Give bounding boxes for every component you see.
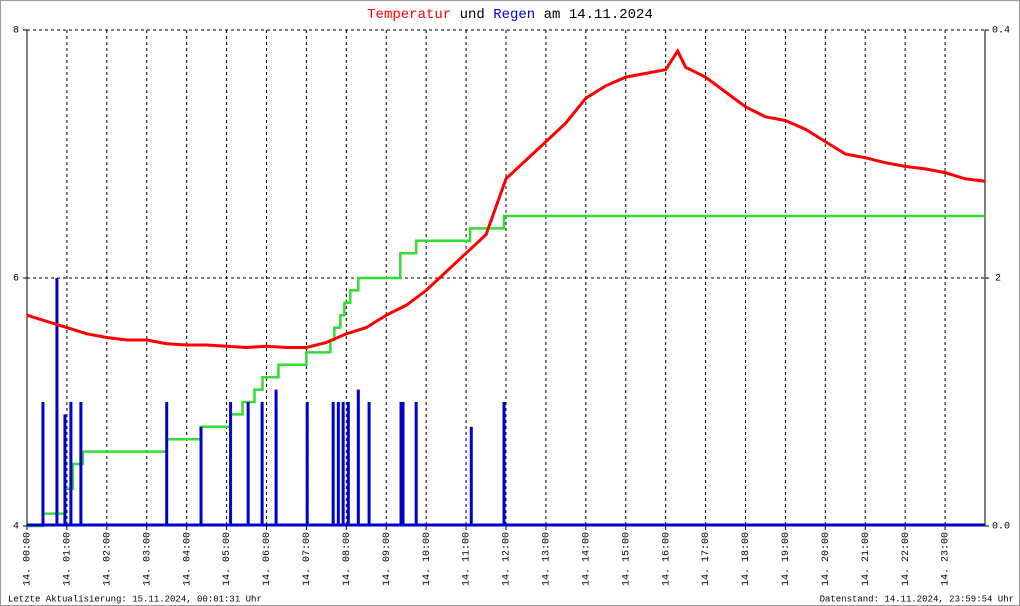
x-tick-label: 14. 23:00 bbox=[941, 532, 952, 586]
x-tick-label: 14. 21:00 bbox=[861, 532, 872, 586]
x-tick-label: 14. 05:00 bbox=[222, 532, 233, 586]
rain-bar bbox=[305, 402, 309, 526]
rain-bar bbox=[63, 414, 67, 526]
y-tick-label: 8 bbox=[13, 26, 19, 37]
y-tick-label: 4 bbox=[13, 522, 19, 533]
rain-bar bbox=[229, 402, 233, 526]
x-tick-label: 14. 08:00 bbox=[342, 532, 353, 586]
title-temp: Temperatur bbox=[367, 7, 451, 23]
footer-right: Datenstand: 14.11.2024, 23:59:54 Uhr bbox=[820, 594, 1014, 604]
x-tick-label: 14. 11:00 bbox=[462, 532, 473, 586]
x-tick-label: 14. 02:00 bbox=[102, 532, 113, 586]
x-tick-label: 14. 18:00 bbox=[741, 532, 752, 586]
rain-bar bbox=[341, 402, 345, 526]
rain-bar bbox=[199, 426, 203, 526]
title-suffix: am 14.11.2024 bbox=[544, 7, 653, 23]
rain-bar bbox=[346, 402, 350, 526]
x-tick-label: 14. 14:00 bbox=[581, 532, 592, 586]
rain-bar bbox=[246, 402, 250, 526]
x-tick-label: 14. 19:00 bbox=[781, 532, 792, 586]
rain-bar bbox=[260, 402, 264, 526]
x-tick-label: 14. 06:00 bbox=[262, 532, 273, 586]
x-tick-label: 14. 16:00 bbox=[661, 532, 672, 586]
cumulative-rain-line bbox=[27, 214, 985, 528]
x-tick-label: 14. 15:00 bbox=[621, 532, 632, 586]
title-joiner: und bbox=[460, 7, 485, 23]
chart-title: Temperatur und Regen am 14.11.2024 bbox=[367, 7, 653, 23]
x-tick-label: 14. 17:00 bbox=[701, 532, 712, 586]
title-rain: Regen bbox=[493, 7, 535, 23]
rain-bar bbox=[502, 402, 506, 526]
y-tick-label: 6 bbox=[13, 274, 19, 285]
x-tick-label: 14. 09:00 bbox=[382, 532, 393, 586]
rain-bar bbox=[367, 402, 371, 526]
y2-tick-label: 0.4 bbox=[992, 26, 1010, 37]
rain-bar bbox=[356, 389, 360, 526]
y2-tick-label: 0.0 bbox=[992, 522, 1010, 533]
rain-bar bbox=[336, 402, 340, 526]
rain-bar bbox=[274, 389, 278, 526]
rain-bar bbox=[165, 402, 169, 526]
rain-bar bbox=[41, 402, 45, 526]
x-tick-label: 14. 22:00 bbox=[901, 532, 912, 586]
x-tick-label: 14. 07:00 bbox=[302, 532, 313, 586]
x-tick-label: 14. 10:00 bbox=[422, 532, 433, 586]
x-tick-label: 14. 03:00 bbox=[142, 532, 153, 586]
rain-bar bbox=[55, 278, 59, 526]
rain-bar bbox=[69, 402, 73, 526]
x-tick-label: 14. 20:00 bbox=[821, 532, 832, 586]
rain-bar bbox=[79, 402, 83, 526]
y3-tick-label: 2 bbox=[995, 274, 1001, 285]
temperature-line bbox=[26, 48, 986, 349]
x-tick-label: 14. 00:00 bbox=[23, 532, 34, 586]
footer-left: Letzte Aktualisierung: 15.11.2024, 00:01… bbox=[8, 594, 262, 604]
x-tick-label: 14. 13:00 bbox=[542, 532, 553, 586]
rain-bar bbox=[414, 402, 418, 526]
x-tick-label: 14. 12:00 bbox=[502, 532, 513, 586]
rain-bar bbox=[401, 402, 405, 526]
plot-area: 14. 00:00 14. 01:00 14. 02:00 14. 03:00 14. … bbox=[13, 26, 1010, 586]
rain-bar bbox=[469, 426, 473, 526]
x-tick-label: 14. 01:00 bbox=[63, 532, 74, 586]
x-tick-label: 14. 04:00 bbox=[182, 532, 193, 586]
rain-bar bbox=[399, 402, 403, 526]
rain-bar bbox=[331, 402, 335, 526]
